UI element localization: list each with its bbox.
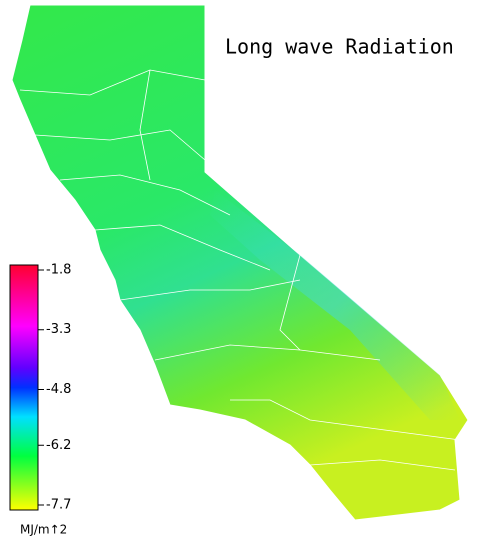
colorbar-ticks: -1.8 -3.3 -4.8 -6.2 -7.7: [38, 263, 71, 513]
map-title: Long wave Radiation: [225, 35, 454, 59]
tick-label: -6.2: [46, 438, 71, 453]
state-shape: [11, 4, 469, 521]
california: [11, 4, 469, 521]
tick-label: -1.8: [46, 263, 71, 278]
colorbar-unit: MJ/m↑2: [20, 523, 67, 537]
colorbar: [9, 264, 39, 511]
tick-label: -3.3: [46, 322, 71, 337]
tick-label: -4.8: [46, 382, 71, 397]
east-band: [210, 190, 460, 420]
tick-label: -7.7: [46, 498, 71, 513]
county-lines: [19, 69, 461, 471]
